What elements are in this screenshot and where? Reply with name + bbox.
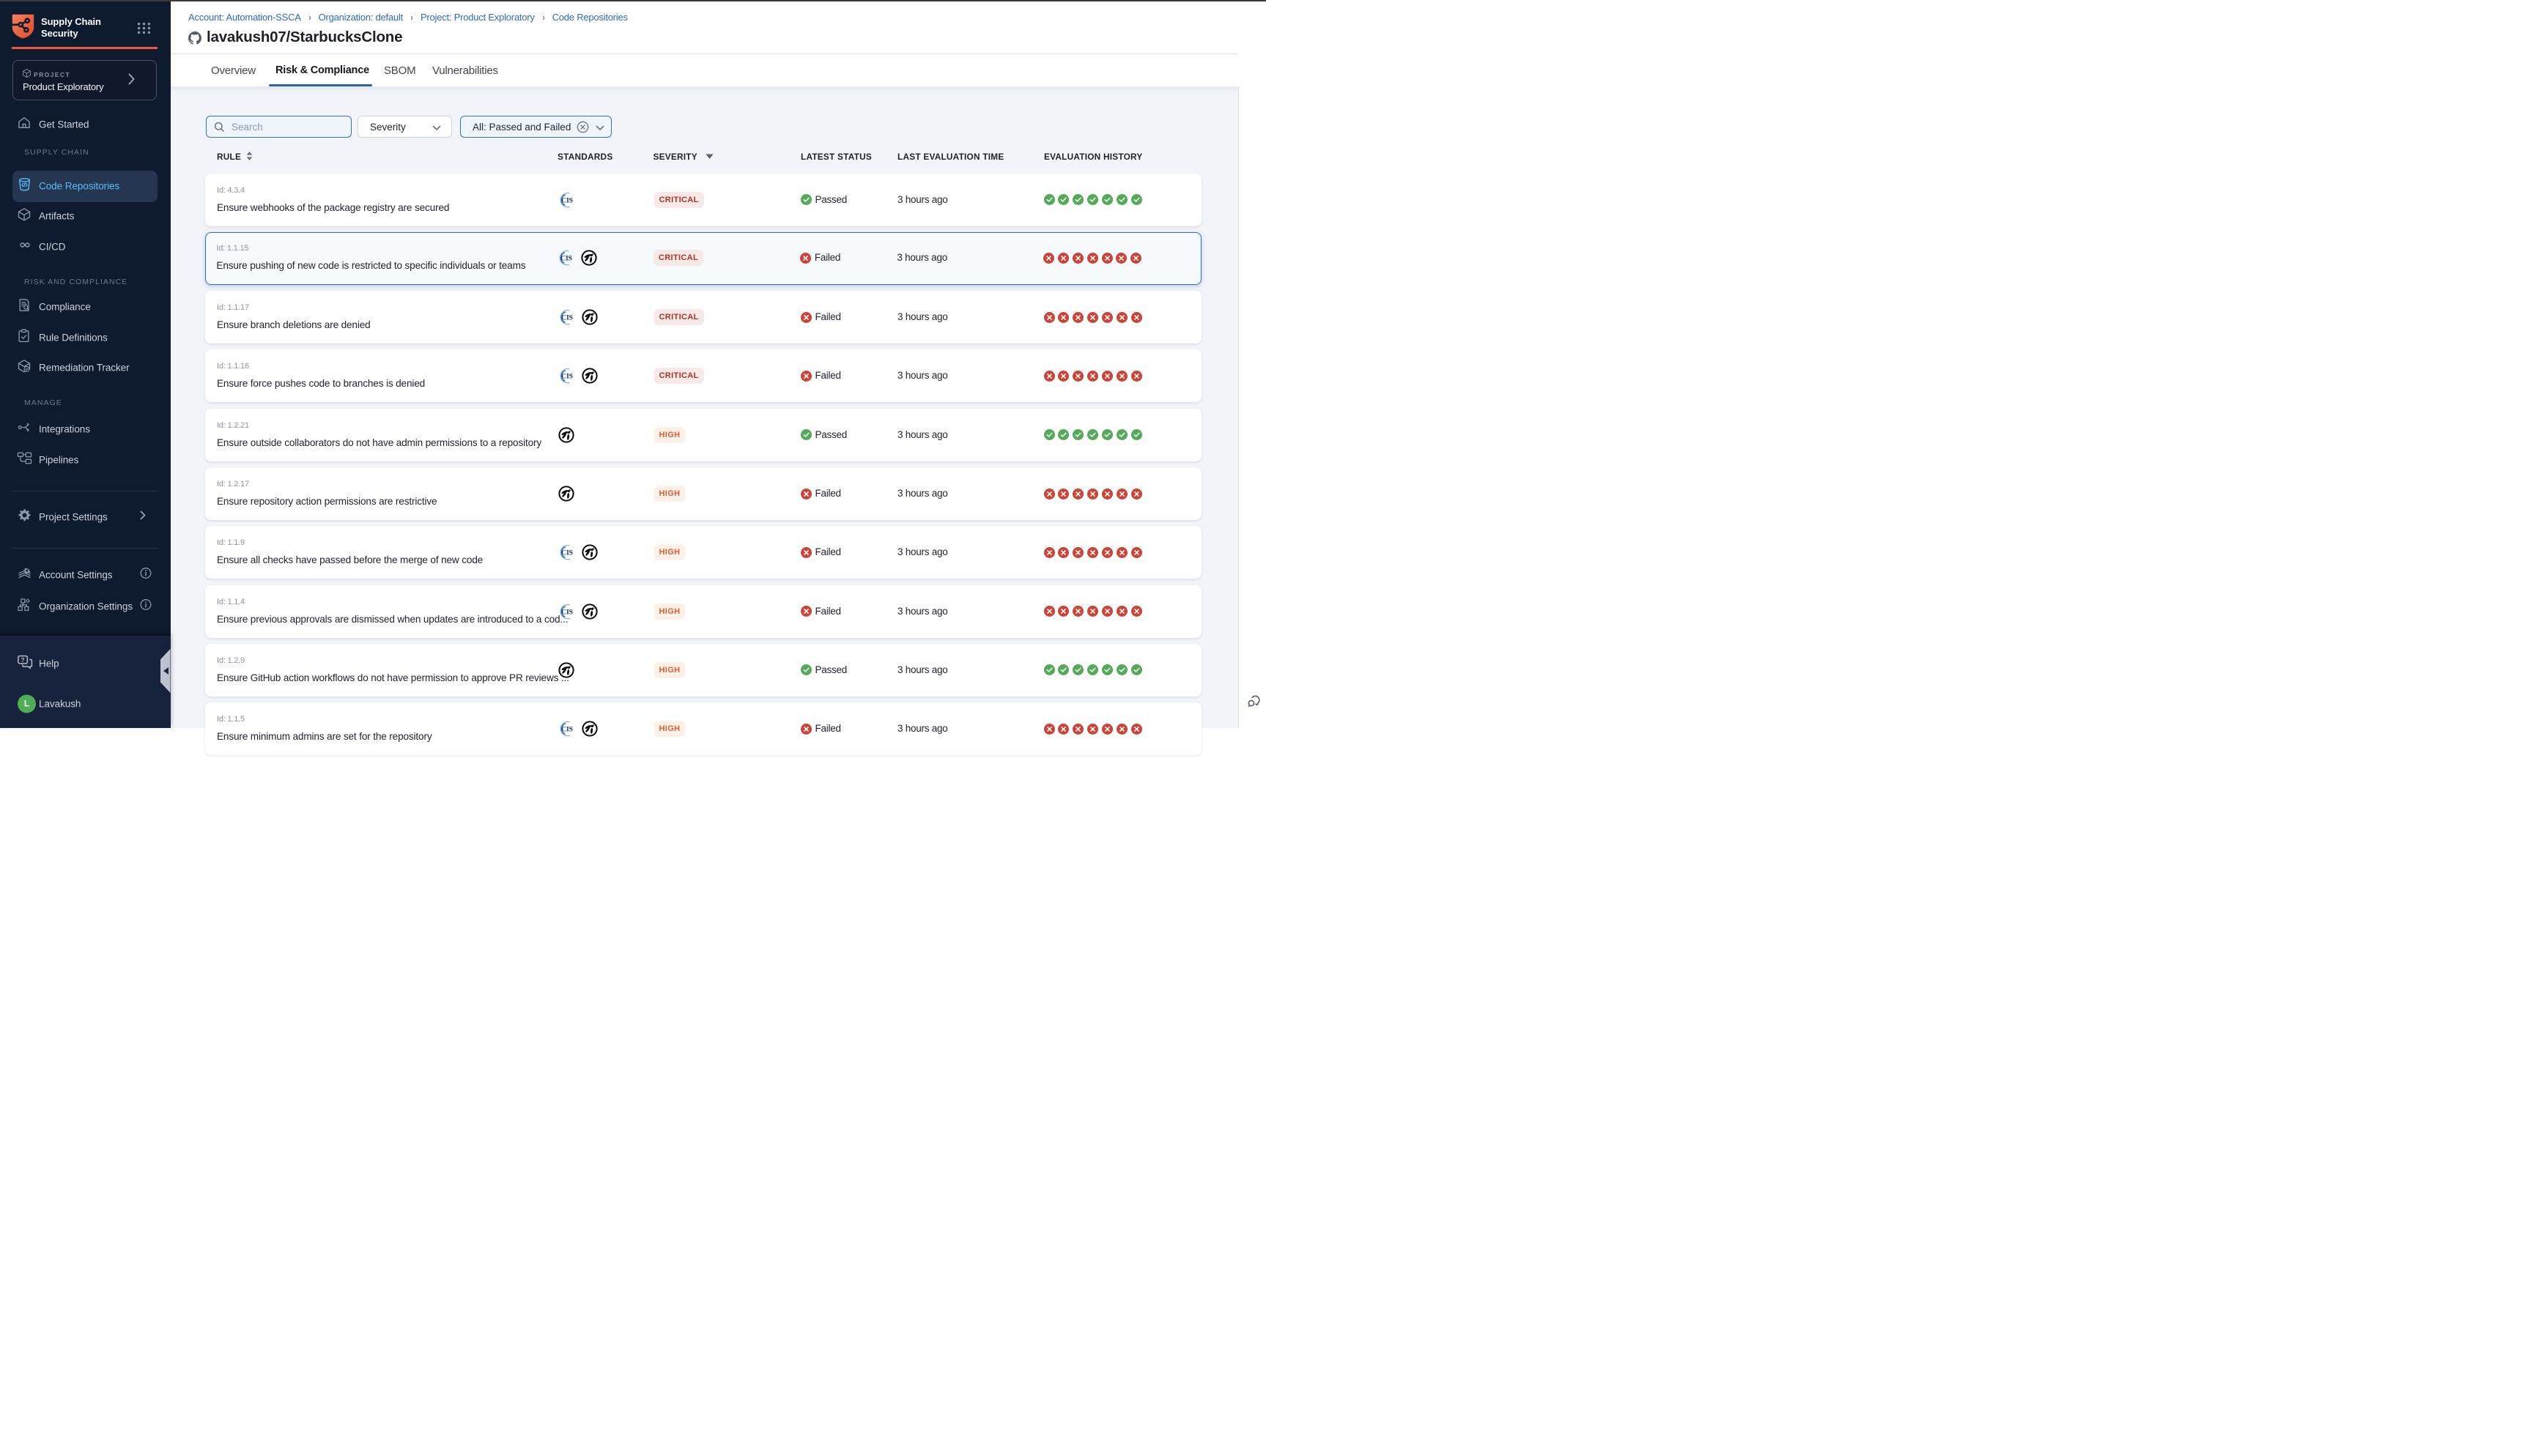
svg-text:CIS: CIS <box>561 726 573 734</box>
svg-text:CIS: CIS <box>561 608 573 616</box>
svg-text:CIS: CIS <box>561 255 573 263</box>
svg-text:CIS: CIS <box>561 313 573 322</box>
svg-text:?: ? <box>21 656 25 664</box>
svg-text:CIS: CIS <box>561 196 573 204</box>
svg-text:CIS: CIS <box>561 373 573 381</box>
svg-text:CIS: CIS <box>561 549 573 557</box>
